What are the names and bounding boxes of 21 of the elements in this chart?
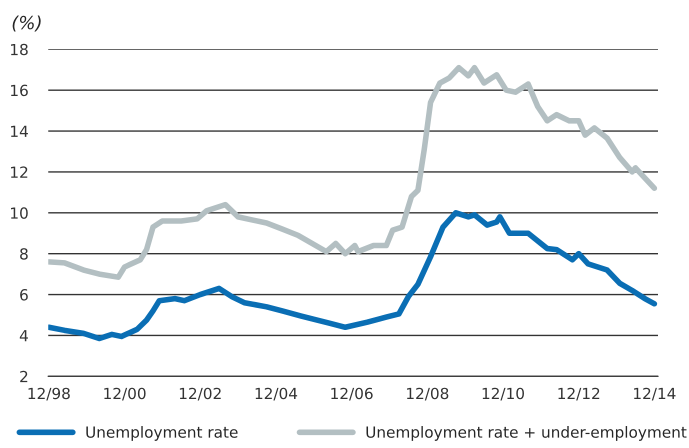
y-tick-label: 18	[11, 44, 28, 56]
x-tick-label: 12/06	[331, 388, 373, 400]
y-tick-label: 10	[11, 207, 28, 219]
legend-label: Unemployment rate	[86, 426, 238, 441]
x-tick-label: 12/98	[28, 388, 70, 400]
y-tick-label: 14	[11, 126, 28, 137]
y-tick-label: 12	[11, 166, 28, 178]
y-tick-label: 2	[20, 370, 28, 382]
y-tick-label: 6	[20, 289, 28, 301]
x-tick-label: 12/10	[482, 388, 524, 400]
x-tick-label: 12/04	[256, 388, 298, 400]
y-tick-label: 8	[20, 248, 28, 260]
y-tick-label: 4	[20, 330, 28, 342]
y-axis-title: (%)	[12, 15, 41, 32]
x-tick-label: 12/02	[180, 388, 221, 400]
x-tick-label: 12/12	[558, 388, 600, 400]
y-tick-label: 16	[11, 84, 28, 96]
x-tick-label: 12/14	[634, 388, 676, 400]
x-tick-label: 12/08	[407, 388, 448, 400]
x-tick-label: 12/00	[104, 388, 146, 400]
legend-label: Unemployment rate + under-employment	[366, 426, 686, 441]
